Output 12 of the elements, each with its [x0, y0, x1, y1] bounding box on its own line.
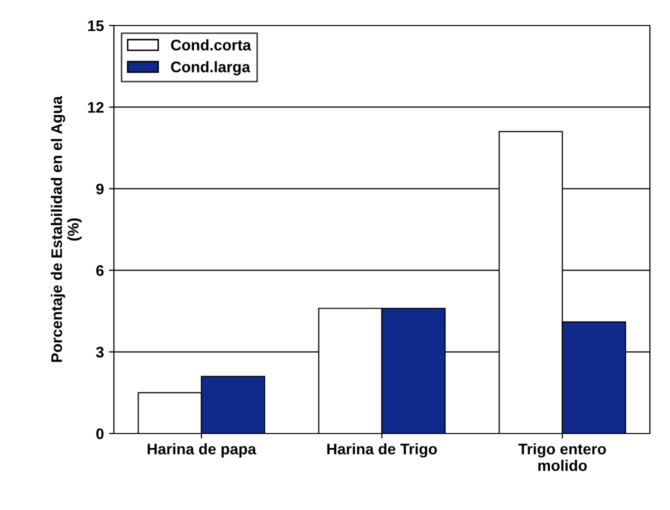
- legend-label: Cond.larga: [171, 61, 250, 76]
- y-tick-label: 6: [96, 265, 104, 276]
- y-tick-label: 0: [96, 428, 104, 440]
- x-tick-label: Harina de papa: [148, 443, 256, 458]
- y-tick-label: 12: [88, 102, 104, 113]
- y-axis-title: Porcentaje de Estabilidad en el Agua (%): [50, 96, 82, 362]
- x-tick-label: Harina de Trigo: [327, 443, 437, 458]
- y-tick-label: 9: [96, 184, 104, 194]
- y-tick-label: 3: [96, 346, 104, 358]
- x-tick-label: Trigo entero molido: [518, 443, 606, 471]
- y-tick-label: 15: [88, 20, 104, 32]
- legend-label: Cond.corta: [171, 39, 252, 50]
